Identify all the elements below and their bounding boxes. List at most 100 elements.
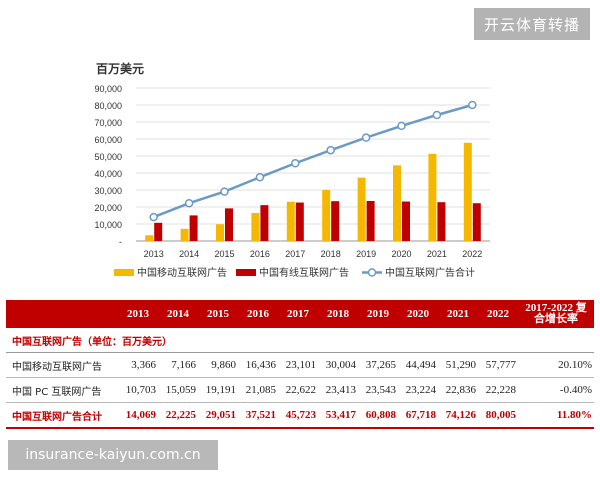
row-label: 中国移动互联网广告	[6, 352, 118, 378]
y-tick-label: 30,000	[94, 186, 122, 196]
legend-label: 中国移动互联网广告	[137, 266, 227, 279]
bar	[402, 201, 410, 241]
legend-swatch	[114, 269, 134, 276]
table-cell: 7,166	[158, 352, 198, 378]
bar	[260, 205, 269, 241]
x-tick-label: 2013	[144, 249, 164, 259]
table-cell: 19,191	[198, 377, 238, 403]
header-cell: 2016	[238, 300, 278, 328]
header-cell: 2022	[478, 300, 518, 328]
x-tick-label: 2017	[285, 249, 305, 259]
row-label: 中国互联网广告合计	[6, 402, 118, 429]
table-cell: 9,860	[198, 352, 238, 378]
table-cell: 53,417	[318, 402, 358, 429]
bar	[472, 203, 481, 241]
bar	[216, 224, 224, 241]
table-row-total: 中国互联网广告合计 14,069 22,225 29,051 37,521 45…	[6, 402, 594, 429]
line-point	[326, 145, 335, 155]
bar	[437, 202, 446, 241]
x-tick-label: 2020	[391, 249, 411, 259]
x-axis: 2013 2014 2015 2016 2017 2018 2019 2020 2021 2022	[144, 249, 483, 259]
bar	[145, 235, 154, 241]
legend-marker	[367, 268, 377, 277]
table-cell: 22,622	[278, 377, 318, 403]
bar	[225, 208, 233, 241]
y-tick-label: 90,000	[94, 84, 122, 94]
line-point	[432, 110, 442, 120]
table-cell: 80,005	[478, 402, 518, 429]
bar	[251, 213, 260, 241]
table-cell: 23,413	[318, 377, 358, 403]
bar	[331, 201, 340, 241]
table-section-row: 中国互联网广告（单位：百万美元）	[6, 328, 594, 353]
header-cell: 2019	[358, 300, 398, 328]
header-cell: 2014	[158, 300, 198, 328]
row-label: 中国 PC 互联网广告	[6, 377, 118, 403]
table-cell: 29,051	[198, 402, 238, 429]
bar	[357, 177, 366, 241]
header-cell: 2018	[318, 300, 358, 328]
watermark-bottom: insurance-kaiyun.com.cn	[8, 440, 218, 470]
x-tick-label: 2019	[356, 249, 376, 259]
table-row: 中国移动互联网广告 3,366 7,166 9,860 16,436 23,10…	[6, 352, 594, 378]
x-tick-label: 2016	[250, 249, 270, 259]
x-tick-label: 2021	[427, 249, 447, 259]
legend-label: 中国互联网广告合计	[385, 266, 475, 279]
bar	[286, 201, 295, 241]
bar	[322, 189, 331, 241]
header-cell: 2013	[118, 300, 158, 328]
bar	[428, 153, 437, 241]
table-cell: 22,228	[478, 377, 518, 403]
y-tick-label: -	[119, 237, 122, 247]
y-tick-label: 80,000	[94, 101, 122, 111]
x-tick-label: 2014	[179, 249, 199, 259]
line-series	[149, 100, 477, 222]
table-cell: 45,723	[278, 402, 318, 429]
table-cell: 23,224	[398, 377, 438, 403]
header-cell: 2017	[278, 300, 318, 328]
table-cell: 15,059	[158, 377, 198, 403]
y-tick-label: 70,000	[94, 118, 122, 128]
table-row: 中国 PC 互联网广告 10,703 15,059 19,191 21,085 …	[6, 377, 594, 403]
x-tick-label: 2018	[321, 249, 341, 259]
watermark-top: 开云体育转播	[474, 8, 590, 40]
y-tick-label: 20,000	[94, 203, 122, 213]
y-tick-label: 60,000	[94, 135, 122, 145]
bar	[154, 222, 163, 241]
line-point	[255, 172, 265, 182]
y-tick-label: 40,000	[94, 169, 122, 179]
bar	[180, 228, 189, 241]
line-point	[184, 198, 194, 208]
table-cell: 23,543	[358, 377, 398, 403]
table-cell: 57,777	[478, 352, 518, 378]
line-point	[291, 159, 300, 168]
x-tick-label: 2022	[462, 249, 482, 259]
bar	[463, 142, 472, 241]
legend-swatch	[236, 269, 256, 276]
line-point	[220, 187, 229, 196]
table-cell: 14,069	[118, 402, 158, 429]
line-point	[361, 133, 371, 142]
legend-label: 中国有线互联网广告	[259, 266, 349, 279]
bar	[189, 215, 198, 241]
y-unit-label: 百万美元	[96, 61, 144, 76]
internet-ad-chart: 百万美元 - 10,000 20,000 30,000 40,000 50,000 60,0…	[94, 61, 490, 279]
cagr-cell: 20.10%	[518, 352, 594, 378]
table-cell: 51,290	[438, 352, 478, 378]
cagr-cell: -0.40%	[518, 377, 594, 403]
table-header-row: 2013 2014 2015 2016 2017 2018 2019 2020 …	[6, 300, 594, 328]
bar	[295, 202, 304, 241]
table-cell: 37,265	[358, 352, 398, 378]
table-cell: 3,366	[118, 352, 158, 378]
table-cell: 22,836	[438, 377, 478, 403]
line-point	[149, 212, 158, 222]
table-cell: 74,126	[438, 402, 478, 429]
y-tick-label: 10,000	[94, 220, 122, 230]
legend: 中国移动互联网广告 中国有线互联网广告 中国互联网广告合计	[114, 266, 475, 279]
series-line	[153, 103, 473, 219]
header-cell: 2015	[198, 300, 238, 328]
table-cell: 44,494	[398, 352, 438, 378]
y-axis: - 10,000 20,000 30,000 40,000 50,000 60,000 70,…	[94, 84, 122, 247]
y-tick-label: 50,000	[94, 152, 122, 162]
cagr-cell: 11.80%	[518, 402, 594, 429]
